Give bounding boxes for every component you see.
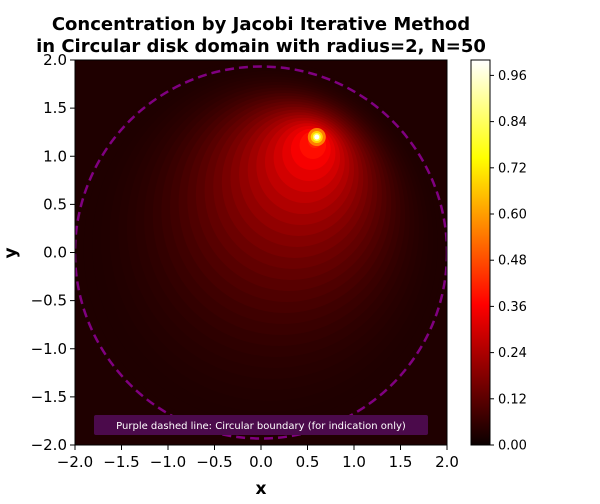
chart-title-line-1: Concentration by Jacobi Iterative Method — [52, 14, 470, 35]
y-axis-label: y — [1, 247, 21, 258]
colorbar-tick-label: 0.96 — [498, 69, 527, 84]
y-tick-label: 0.5 — [43, 195, 67, 213]
peak-contour — [314, 134, 320, 140]
colorbar-tick-label: 0.84 — [498, 115, 527, 130]
x-tick-label: 0.5 — [296, 453, 320, 471]
colorbar-gradient — [470, 59, 491, 446]
y-tick-label: 0.0 — [43, 244, 67, 262]
annotation-box — [94, 415, 428, 435]
x-tick-label: 1.0 — [342, 453, 366, 471]
y-tick-label: 1.5 — [43, 99, 67, 117]
colorbar-tick-label: 0.36 — [498, 300, 527, 315]
x-axis: −2.0 −1.5 −1.0 −0.5 0.0 0.5 1.0 1.5 2.0 — [57, 445, 459, 471]
colorbar-tick-label: 0.12 — [498, 392, 527, 407]
x-tick-label: 1.5 — [389, 453, 413, 471]
x-tick-label: −0.5 — [196, 453, 232, 471]
colorbar-tick-label: 0.00 — [498, 439, 527, 454]
chart-title-line-2: in Circular disk domain with radius=2, N… — [36, 36, 486, 57]
x-tick-label: −2.0 — [57, 453, 93, 471]
circular-boundary — [75, 65, 447, 440]
y-axis: −2.0 −1.5 −1.0 −0.5 0.0 0.5 1.0 1.5 2.0 — [31, 51, 75, 454]
colorbar-ticks: 0.00 0.12 0.24 0.36 0.48 0.60 0.72 0.84 0.96 — [490, 69, 527, 454]
y-tick-label: −0.5 — [31, 292, 67, 310]
annotation-text: Purple dashed line: Circular boundary (f… — [116, 421, 406, 432]
x-tick-label: 0.0 — [249, 453, 273, 471]
colorbar-tick-label: 0.24 — [498, 346, 527, 361]
y-tick-label: 1.0 — [43, 147, 67, 165]
plot-area: Purple dashed line: Circular boundary (f… — [74, 59, 448, 446]
colorbar-tick-label: 0.48 — [498, 254, 527, 269]
concentration-field — [75, 60, 447, 445]
y-tick-label: −2.0 — [31, 436, 67, 454]
x-tick-label: −1.5 — [103, 453, 139, 471]
colorbar-tick-label: 0.60 — [498, 208, 527, 223]
y-tick-label: −1.5 — [31, 388, 67, 406]
y-tick-label: −1.0 — [31, 340, 67, 358]
x-axis-label: x — [256, 479, 267, 499]
x-tick-label: 2.0 — [435, 453, 459, 471]
x-tick-label: −1.0 — [150, 453, 186, 471]
colorbar-tick-label: 0.72 — [498, 161, 527, 176]
y-tick-label: 2.0 — [43, 51, 67, 69]
colorbar: 0.00 0.12 0.24 0.36 0.48 0.60 0.72 0.84 0.96 — [470, 59, 527, 454]
